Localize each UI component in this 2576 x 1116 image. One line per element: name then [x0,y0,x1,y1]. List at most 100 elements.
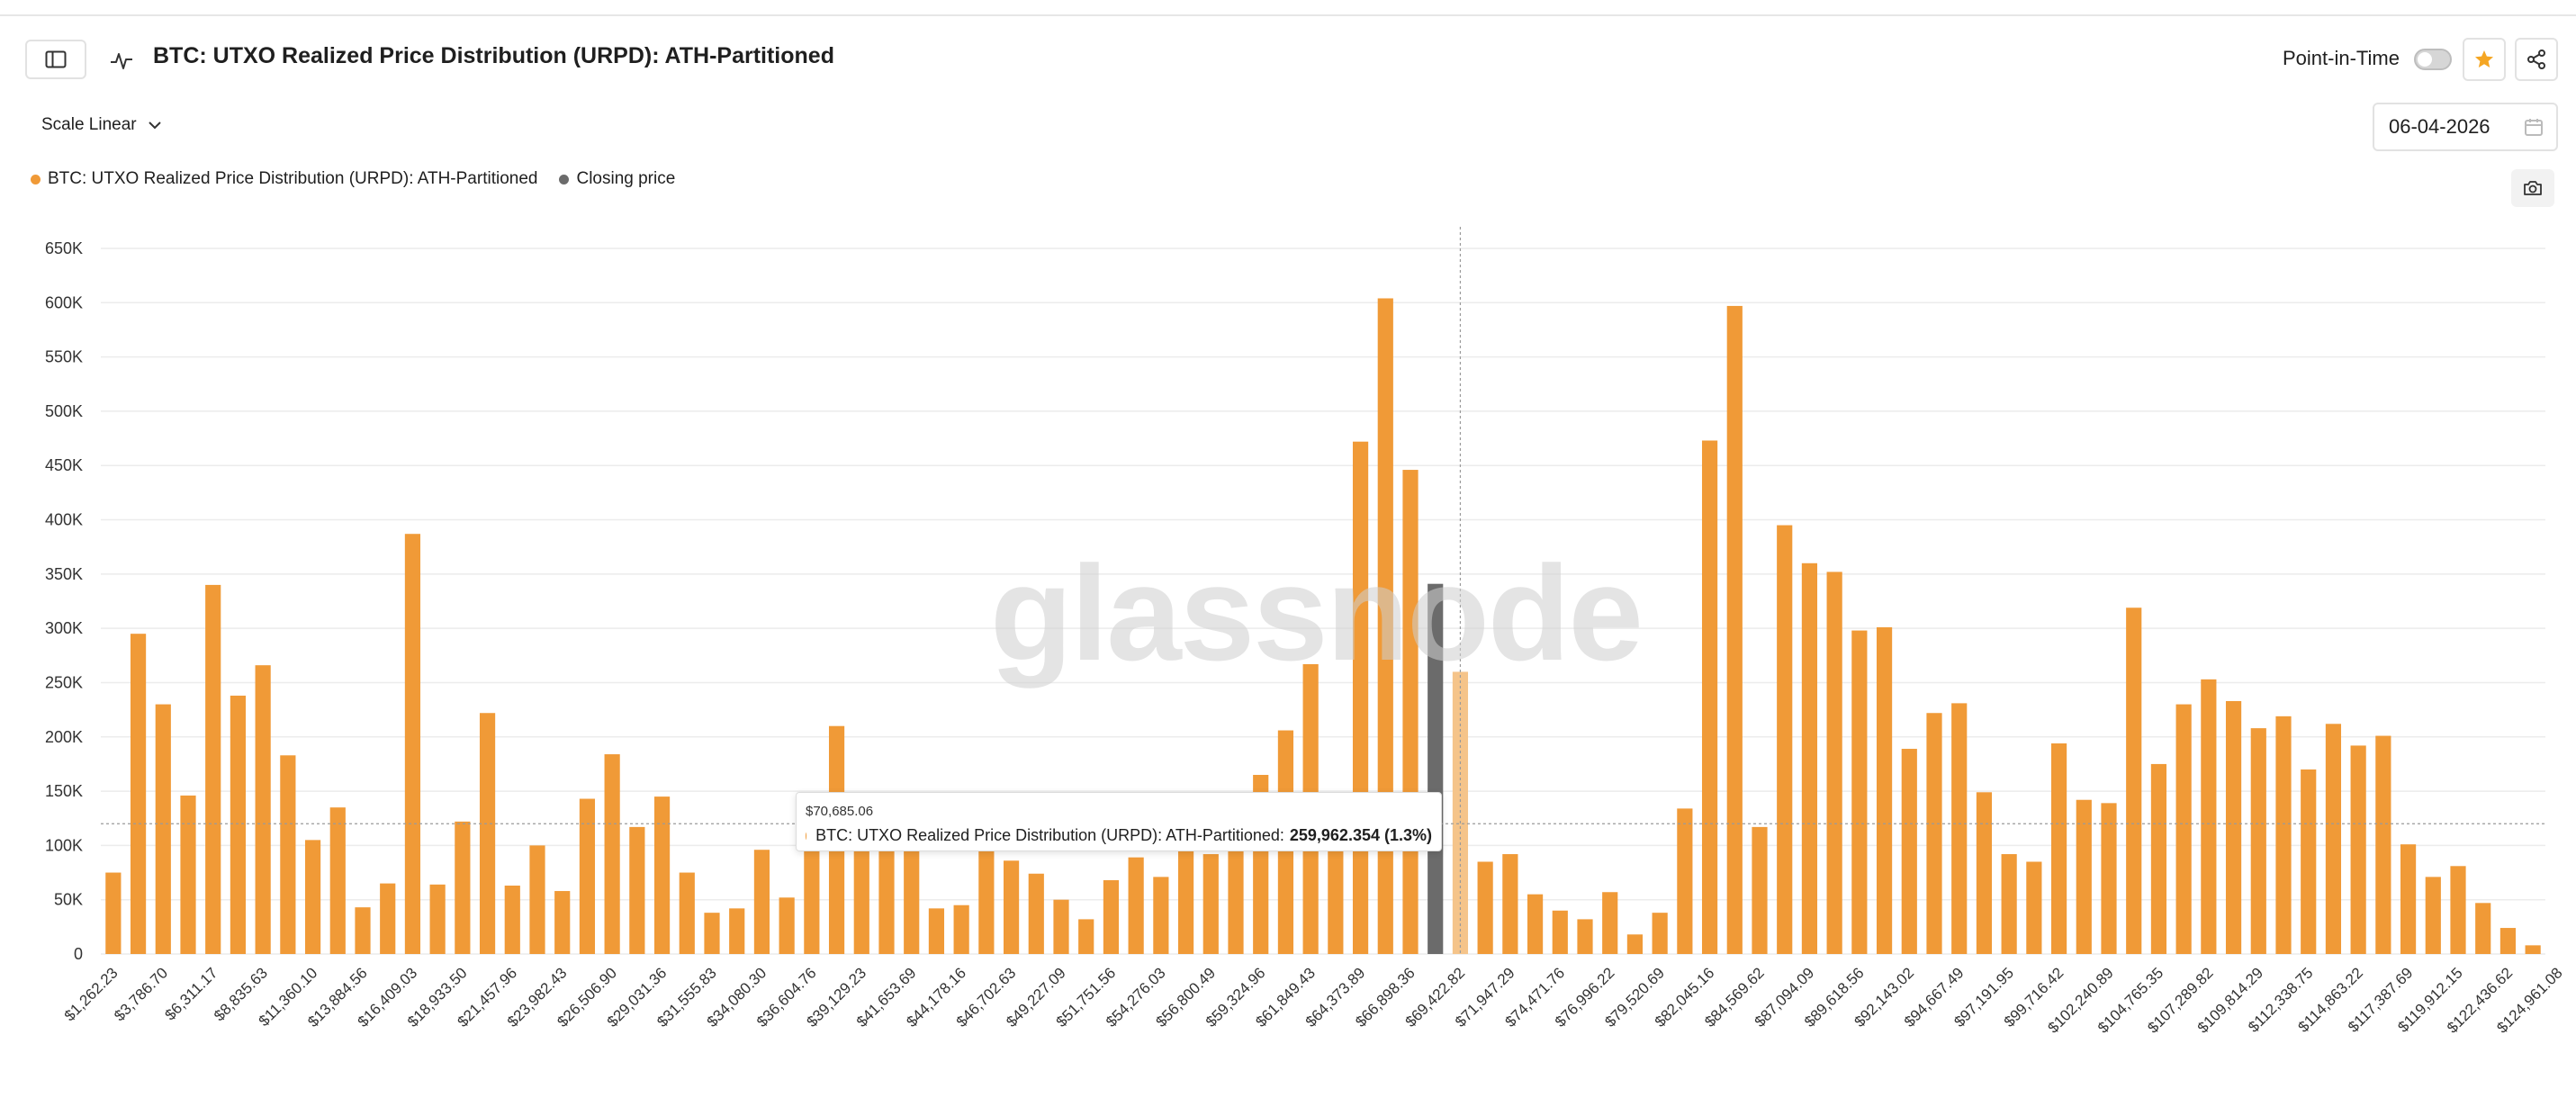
bar [1801,562,1818,954]
screenshot-button[interactable] [2511,169,2554,207]
bar [579,798,596,954]
scale-select-label: Scale Linear [41,115,137,134]
bar [1826,572,1842,954]
bar [380,883,396,954]
y-tick-label: 550K [45,348,83,366]
x-tick-label: $1,262.23 [61,964,122,1024]
bar [1677,808,1693,954]
bar [2001,854,2017,954]
bar [180,795,196,954]
date-picker[interactable]: 06-04-2026 [2373,103,2558,151]
calendar-icon [2525,119,2543,136]
y-tick-label: 0 [74,945,83,963]
legend-swatch-closing-price [559,174,570,184]
bar [1652,913,1668,954]
bar [853,845,869,954]
point-in-time-toggle[interactable] [2414,49,2452,70]
tooltip-series-label: BTC: UTXO Realized Price Distribution (U… [815,826,1284,844]
chart-legend: BTC: UTXO Realized Price Distribution (U… [31,169,697,189]
bar-chart: 0 50K 100K 150K 200K 250K 300K 350K 400K 450K 500K… [45,227,2566,1037]
y-tick-label: 500K [45,402,83,420]
favorite-button[interactable] [2463,38,2506,81]
sidebar-panel-icon [45,50,67,68]
bar [1053,899,1069,954]
bar [1502,854,1518,954]
bar [429,884,446,954]
toggle-sidebar-button[interactable] [25,40,86,79]
y-tick-label: 650K [45,239,83,257]
bar [1328,845,1344,954]
bar [130,634,147,954]
bar [1527,894,1544,954]
bar [1352,441,1369,954]
bar [205,584,221,954]
bar [554,891,571,954]
bar [1976,792,1993,954]
tooltip-row: BTC: UTXO Realized Price Distribution (U… [806,826,1432,845]
bar [1078,919,1094,954]
bar [928,908,945,954]
bar [953,904,969,954]
bar [2350,745,2366,954]
bar [1477,861,1493,954]
bar [304,840,321,954]
bar [1177,845,1194,954]
bar [255,665,271,954]
y-tick-label: 100K [45,836,83,854]
scale-select[interactable]: Scale Linear [41,115,162,135]
bar [2126,608,2142,954]
bar [679,872,695,954]
bar [2101,803,2117,954]
bar [2275,716,2292,954]
bar [2450,866,2466,954]
y-tick-label: 200K [45,728,83,746]
bar [878,845,895,954]
bar [529,845,545,954]
line-chart-icon [111,53,132,69]
y-tick-label: 150K [45,782,83,800]
bar [2375,735,2391,954]
highlighted-bar [1452,671,1469,954]
bar [455,821,471,954]
bar [504,886,520,954]
chart-tooltip: $70,685.06 BTC: UTXO Realized Price Dist… [796,792,1442,851]
legend-item-closing-price[interactable]: Closing price [559,169,675,189]
legend-item-urpd[interactable]: BTC: UTXO Realized Price Distribution (U… [31,169,537,189]
top-divider [0,14,2576,16]
bar [1876,626,1893,954]
bar [2425,877,2441,954]
share-button[interactable] [2515,38,2558,81]
legend-label-urpd: BTC: UTXO Realized Price Distribution (U… [48,169,538,188]
bar [2525,945,2541,954]
bar [629,826,645,954]
tooltip-value: 259,962.354 (1.3%) [1289,826,1432,844]
bar [155,704,171,954]
bar [2225,700,2242,954]
bar [2499,928,2517,954]
bar [978,845,995,954]
y-tick-label: 600K [45,293,83,311]
bar [1851,630,1868,954]
bar [479,713,496,954]
bar [1777,525,1793,954]
bar [1402,470,1419,954]
bar [1202,854,1219,954]
bar [2076,799,2092,954]
bar [1752,826,1768,954]
bar [2475,903,2491,954]
bar [105,872,122,954]
bar [280,755,296,954]
camera-icon [2524,181,2542,195]
bar [1128,857,1144,954]
bar [2325,724,2342,954]
bar [804,845,820,954]
bar [1153,877,1169,954]
y-tick-label: 250K [45,673,83,691]
bar [1901,749,1917,954]
bar [753,850,770,954]
bar [404,534,421,954]
y-tick-label: 450K [45,456,83,474]
tooltip-date: $70,685.06 [806,804,874,819]
bar [604,754,620,954]
closing-price-bar [1428,583,1444,954]
